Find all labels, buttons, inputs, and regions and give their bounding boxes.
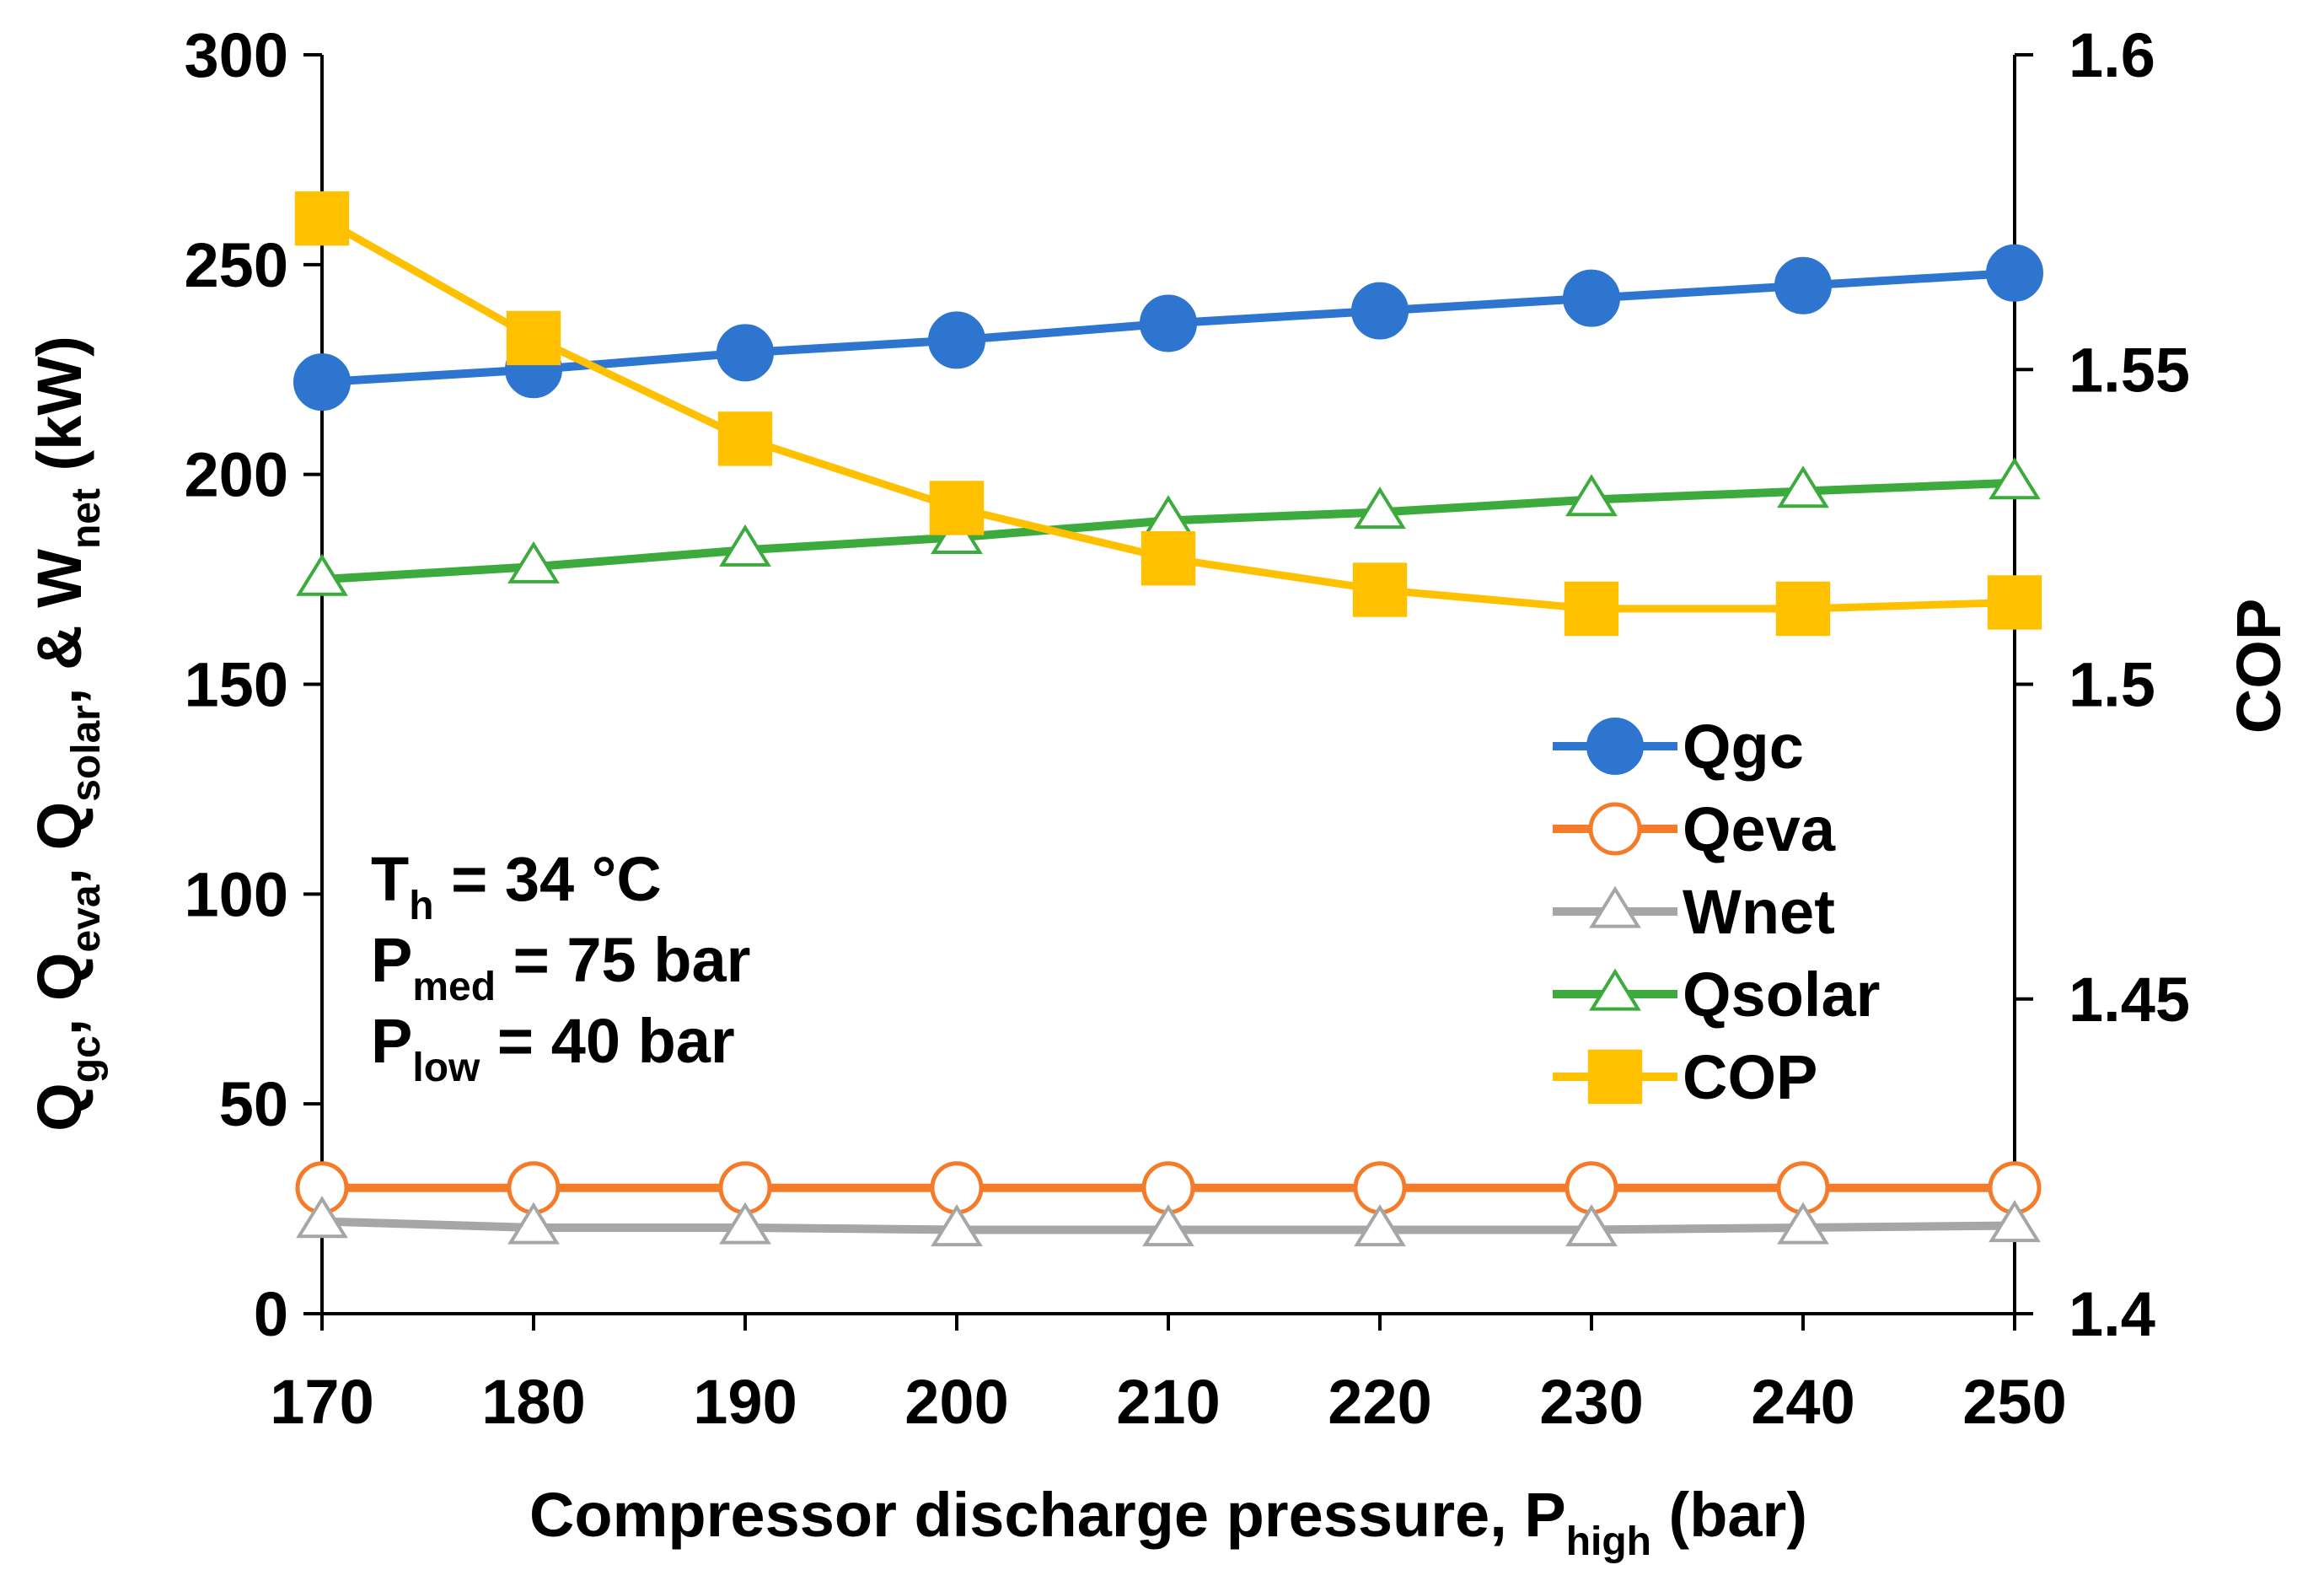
annotation-line: Th = 34 °C [371, 844, 662, 928]
legend-label: COP [1683, 1042, 1817, 1112]
legend-label: Qgc [1683, 712, 1804, 782]
qsolar-point [1989, 457, 2041, 500]
tick-labels: 0 50 100 150 200 250 300 1.4 1.45 1.5 1.55 1.6 170 18… [185, 20, 2191, 1437]
wnet-point [719, 1202, 771, 1245]
qsolar-point [296, 553, 348, 596]
qgc-point [717, 324, 774, 382]
y-left-tick-label: 300 [185, 20, 288, 90]
y-left-tick-label: 250 [185, 230, 288, 300]
legend-item-wnet: Wnet [1553, 877, 1835, 947]
qgc-point [928, 311, 985, 369]
legend-item-qsolar: Qsolar [1553, 960, 1880, 1030]
qsolar-point [719, 524, 771, 567]
cop-point [717, 411, 773, 466]
qgc-point [293, 353, 351, 411]
wnet-point [931, 1204, 983, 1247]
cop-point [294, 191, 350, 246]
series-qeva [295, 1161, 2042, 1215]
x-tick-label: 190 [693, 1367, 797, 1437]
y-left-axis-title: Qgc, Qeva, Qsolar, & Wnet (kW) [24, 336, 109, 1132]
qgc-point [1140, 294, 1197, 352]
qsolar-point [1777, 465, 1829, 508]
legend-label: Wnet [1683, 877, 1835, 947]
legend-label: Qeva [1683, 794, 1836, 864]
y-left-tick-label: 150 [185, 650, 288, 720]
cop-point [1352, 562, 1408, 617]
legend-item-qeva: Qeva [1553, 794, 1836, 864]
y-left-tick-label: 50 [219, 1069, 288, 1139]
wnet-point [1142, 1204, 1194, 1247]
legend-item-cop: COP [1553, 1042, 1817, 1112]
legend-swatch-marker [1589, 885, 1641, 928]
axis-ticks [303, 53, 2033, 1331]
y-right-tick-label: 1.6 [2069, 20, 2155, 90]
plot-frame [320, 55, 2016, 1315]
qsolar-point [1565, 474, 1618, 517]
x-tick-label: 220 [1328, 1367, 1431, 1437]
qsolar-point [507, 540, 560, 583]
legend-swatch-marker [1589, 968, 1641, 1011]
y-right-tick-label: 1.45 [2069, 965, 2190, 1035]
x-tick-label: 230 [1539, 1367, 1643, 1437]
qgc-point [1986, 244, 2043, 302]
qgc-point [1351, 282, 1409, 340]
cop-point [1775, 581, 1831, 637]
x-tick-label: 170 [270, 1367, 373, 1437]
wnet-point [507, 1202, 560, 1245]
legend-swatch-marker [1587, 1049, 1643, 1105]
x-tick-label: 240 [1751, 1367, 1854, 1437]
annotation-line: Plow = 40 bar [371, 1006, 735, 1090]
cop-point [1987, 575, 2042, 630]
series-layer [293, 191, 2043, 1247]
legend-swatch-marker [1586, 718, 1644, 775]
wnet-point [1989, 1200, 2041, 1243]
x-tick-label: 210 [1116, 1367, 1220, 1437]
x-tick-label: 250 [1962, 1367, 2066, 1437]
series-wnet [296, 1196, 2041, 1247]
y-right-tick-label: 1.5 [2069, 650, 2155, 720]
x-tick-label: 200 [904, 1367, 1008, 1437]
x-axis-title: Compressor discharge pressure, Phigh (ba… [529, 1480, 1807, 1564]
wnet-point [1354, 1204, 1406, 1247]
wnet-point [1777, 1202, 1829, 1245]
y-right-tick-label: 1.4 [2069, 1279, 2155, 1349]
cop-point [1141, 531, 1196, 586]
annotation-line: Pmed = 75 bar [371, 925, 750, 1009]
y-left-tick-label: 0 [254, 1279, 288, 1349]
series-qsolar [296, 457, 2041, 596]
axis-titles: Compressor discharge pressure, Phigh (ba… [24, 336, 2294, 1564]
qsolar-point [1354, 487, 1406, 530]
qgc-point [1563, 269, 1620, 327]
y-left-tick-label: 200 [185, 440, 288, 510]
cop-point [506, 310, 561, 366]
y-right-axis-title: COP [2224, 599, 2294, 734]
legend-swatch-marker [1588, 802, 1642, 856]
wnet-point [1565, 1204, 1618, 1247]
legend: Qgc Qeva Wnet Qsolar COP [1553, 712, 1880, 1112]
legend-label: Qsolar [1683, 960, 1880, 1030]
legend-item-qgc: Qgc [1553, 712, 1804, 782]
cop-point [1564, 581, 1619, 637]
x-tick-label: 180 [481, 1367, 585, 1437]
wnet-point [296, 1196, 348, 1239]
y-right-tick-label: 1.55 [2069, 335, 2190, 405]
qgc-point [1774, 256, 1832, 315]
cop-point [929, 481, 985, 535]
y-left-tick-label: 100 [185, 859, 288, 929]
series-cop [294, 191, 2042, 637]
